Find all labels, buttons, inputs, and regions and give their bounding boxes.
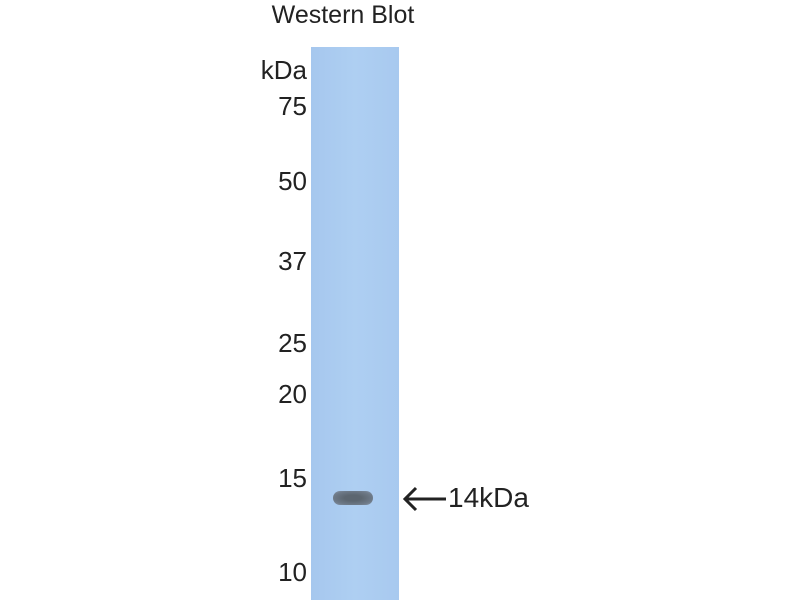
marker-37: 37 — [278, 246, 307, 276]
marker-50: 50 — [278, 166, 307, 196]
marker-15: 15 — [278, 463, 307, 493]
blot-lane — [311, 47, 399, 600]
arrow-left-icon — [402, 486, 446, 512]
protein-band — [333, 491, 373, 505]
marker-10: 10 — [278, 557, 307, 587]
unit-label: kDa — [260, 55, 307, 85]
figure-title: Western Blot — [271, 1, 415, 29]
band-annotation: 14kDa — [448, 482, 529, 513]
marker-25: 25 — [278, 328, 307, 358]
marker-20: 20 — [278, 379, 307, 409]
marker-75: 75 — [278, 91, 307, 121]
